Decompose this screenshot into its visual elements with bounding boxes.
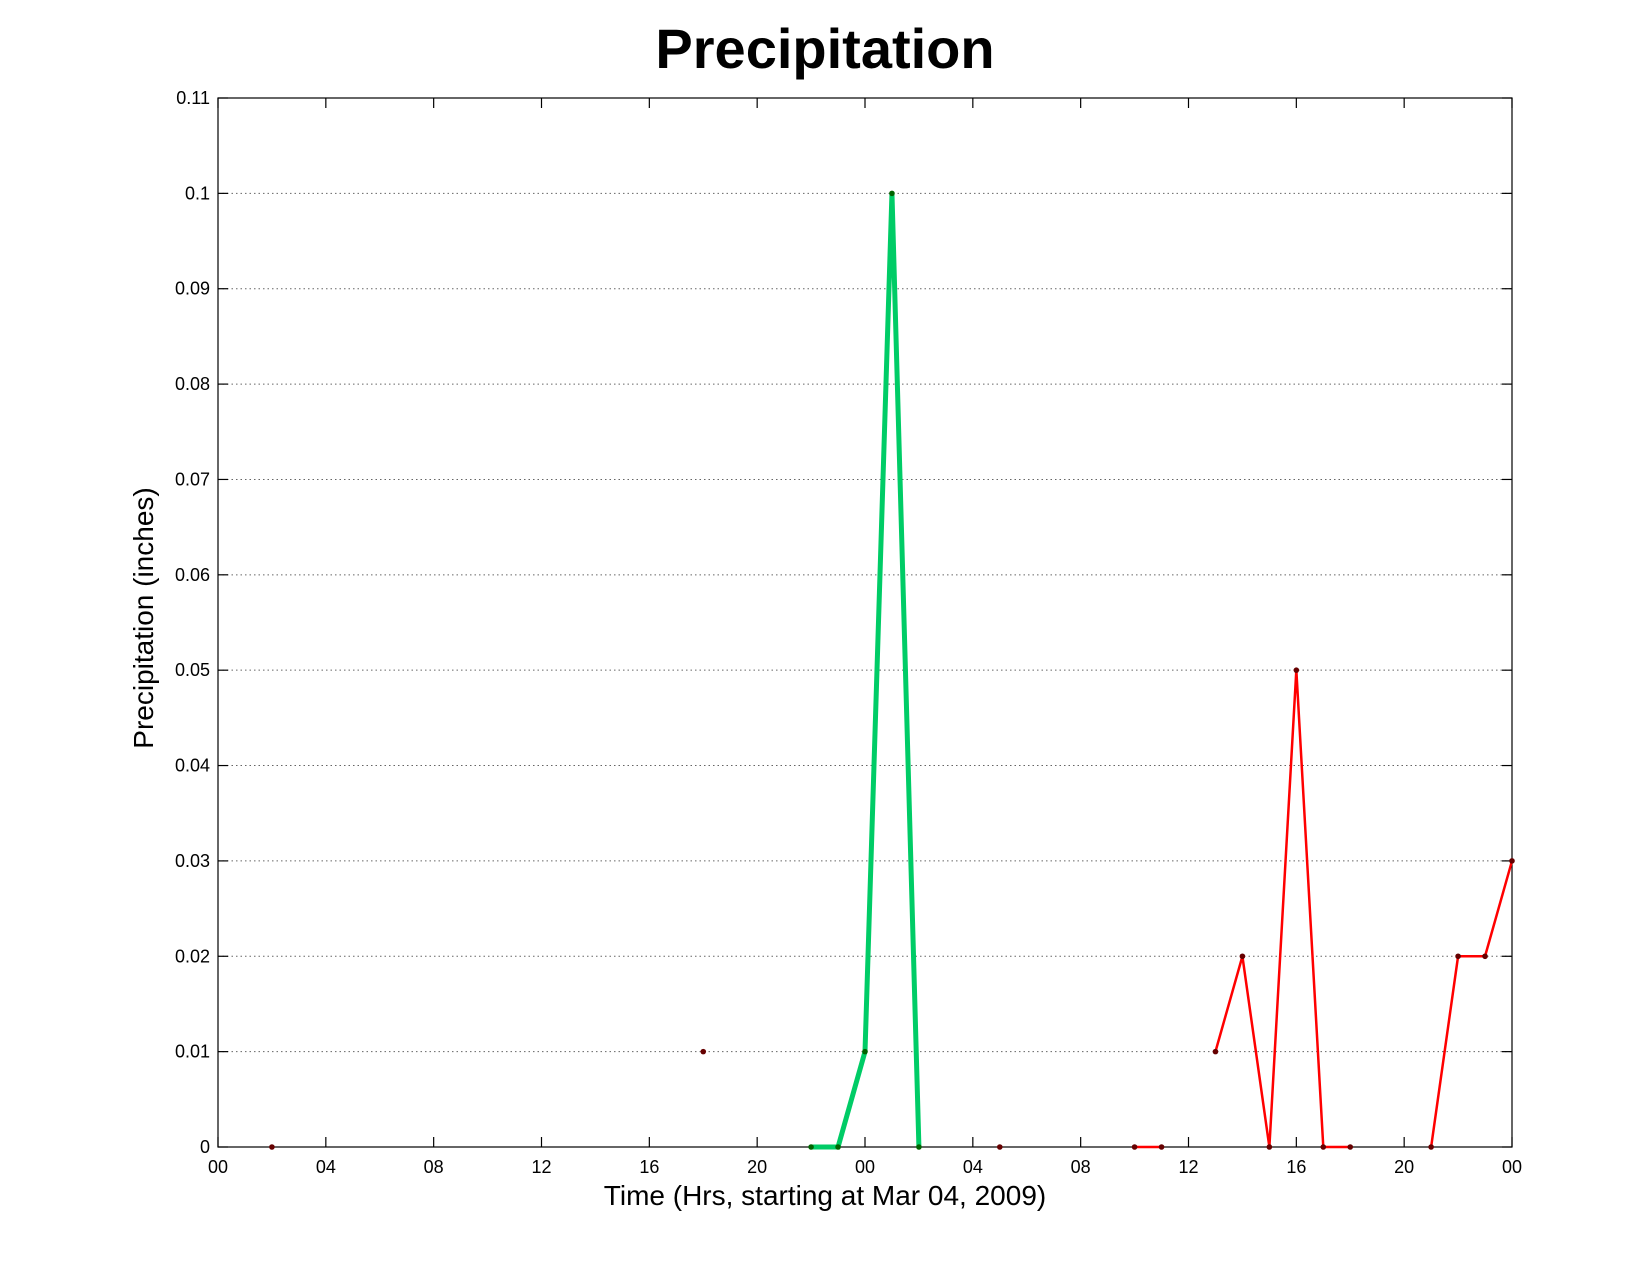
data-point <box>269 1144 275 1150</box>
y-tick-label: 0.1 <box>185 183 210 203</box>
data-point <box>1509 858 1515 864</box>
data-point <box>1266 1144 1273 1150</box>
data-point <box>1131 1144 1138 1150</box>
y-axis-label: Precipitation (inches) <box>128 487 159 748</box>
data-point <box>916 1144 922 1150</box>
y-tick-label: 0.03 <box>175 851 210 871</box>
series-layer <box>269 190 1515 1150</box>
series-line <box>1429 860 1514 1148</box>
plot-area-frame <box>217 97 1513 1148</box>
data-point <box>862 1048 868 1055</box>
y-tick-label: 0.01 <box>175 1042 210 1062</box>
data-point <box>1428 1144 1434 1150</box>
y-tick-label: 0.05 <box>175 660 210 680</box>
y-tick-label: 0.08 <box>175 374 210 394</box>
series-line <box>1214 670 1351 1149</box>
data-point <box>1293 667 1300 673</box>
y-tick-label: 0.02 <box>175 946 210 966</box>
data-point <box>1158 1144 1165 1150</box>
x-tick-label: 00 <box>1502 1157 1522 1177</box>
data-point <box>1455 953 1461 960</box>
y-tick-label: 0.09 <box>175 279 210 299</box>
x-tick-labels: 00 04 08 12 16 20 00 04 08 12 16 20 00 <box>208 1157 1522 1177</box>
y-tick-label: 0 <box>200 1137 210 1157</box>
y-tick-label: 0.11 <box>176 88 210 108</box>
data-point <box>1347 1144 1354 1150</box>
data-point <box>700 1048 707 1055</box>
y-tick-label: 0.06 <box>175 565 210 585</box>
x-tick-label: 00 <box>855 1157 875 1177</box>
chart-title: Precipitation <box>655 17 994 80</box>
data-point <box>889 190 895 197</box>
x-tick-label: 20 <box>747 1157 767 1177</box>
data-point <box>1212 1048 1219 1055</box>
x-tick-label: 20 <box>1394 1157 1414 1177</box>
x-tick-label: 12 <box>531 1157 551 1177</box>
series-5 <box>1212 667 1354 1150</box>
y-tick-label: 0.07 <box>175 469 210 489</box>
series-4 <box>1131 1144 1165 1150</box>
x-tick-label: 00 <box>208 1157 228 1177</box>
y-tick-labels: 0 0.01 0.02 0.03 0.04 0.05 0.06 0.07 0.08 0.09 0.1… <box>175 88 210 1157</box>
grid-lines <box>218 192 1512 1053</box>
data-point <box>1239 953 1246 960</box>
x-tick-label: 04 <box>316 1157 336 1177</box>
data-point <box>1482 953 1488 960</box>
series-2 <box>700 1048 707 1055</box>
series-3 <box>996 1144 1003 1150</box>
x-tick-label: 08 <box>1071 1157 1091 1177</box>
x-tick-label: 12 <box>1178 1157 1198 1177</box>
x-tick-label: 16 <box>1286 1157 1306 1177</box>
data-point <box>1320 1144 1327 1150</box>
x-tick-label: 08 <box>424 1157 444 1177</box>
data-point <box>808 1144 814 1150</box>
data-point <box>835 1144 841 1150</box>
series-1 <box>269 1144 275 1150</box>
series-6 <box>1428 858 1515 1150</box>
x-tick-label: 04 <box>963 1157 983 1177</box>
series-0 <box>808 190 922 1150</box>
x-tick-label: 16 <box>639 1157 659 1177</box>
y-tick-label: 0.04 <box>175 756 210 776</box>
x-axis-label: Time (Hrs, starting at Mar 04, 2009) <box>604 1180 1046 1211</box>
data-point <box>996 1144 1003 1150</box>
